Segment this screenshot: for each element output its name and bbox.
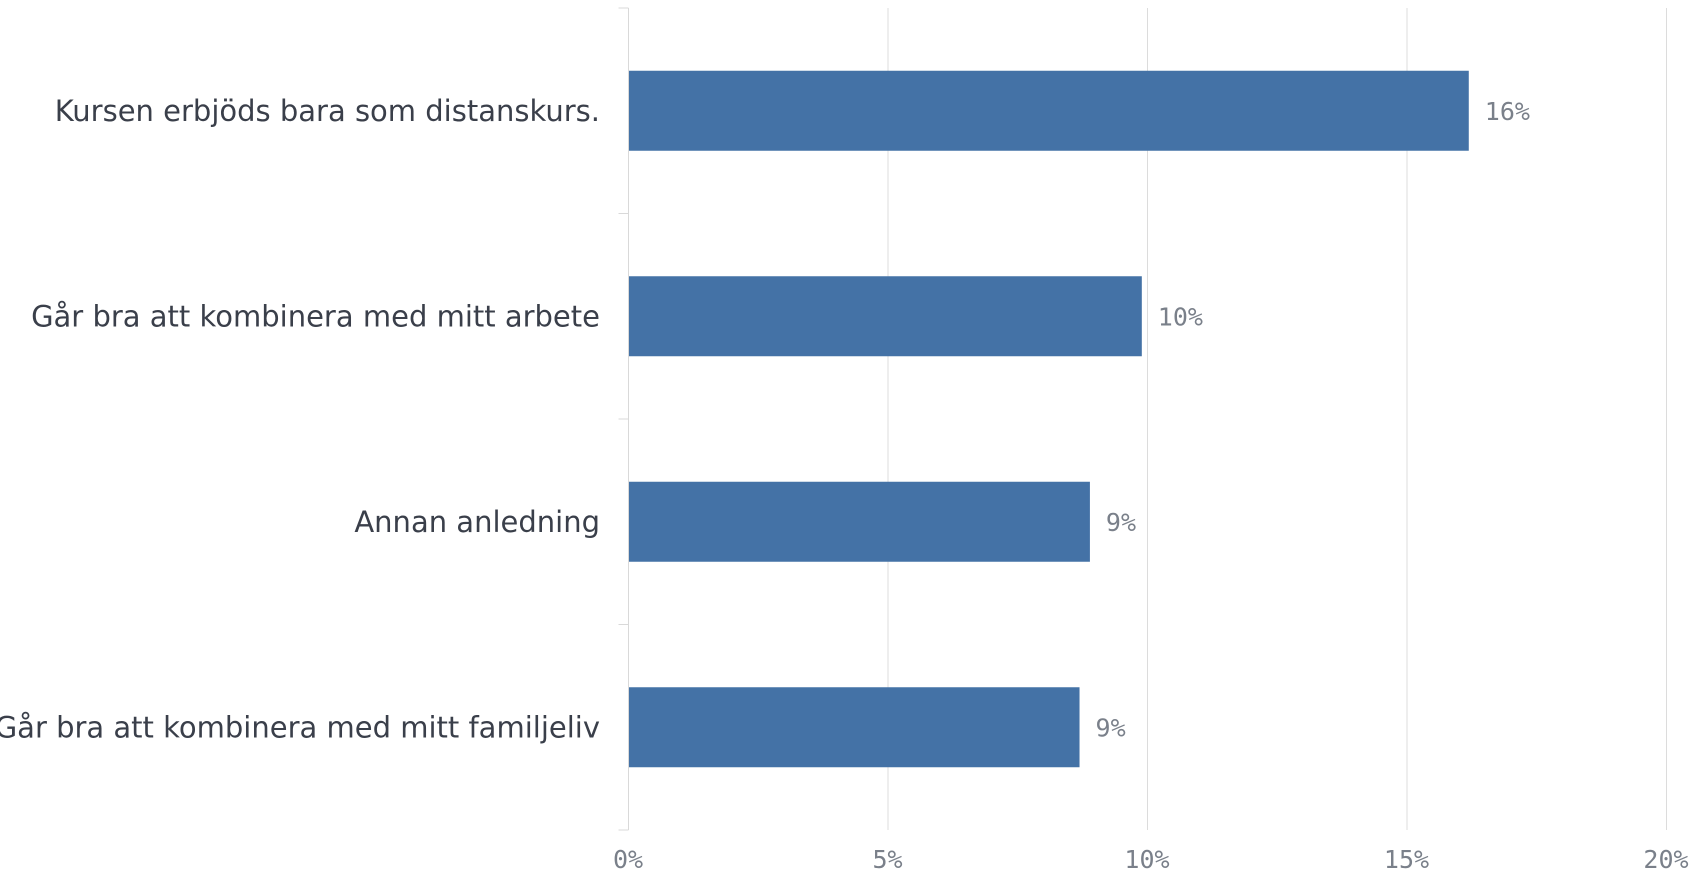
value-labels: 16% 10% 9% 9% — [1096, 97, 1530, 743]
bars — [629, 70, 1469, 768]
category-label: Går bra att kombinera med mitt familjeli… — [0, 710, 600, 744]
value-label: 9% — [1106, 508, 1136, 537]
category-label: Kursen erbjöds bara som distanskurs. — [55, 94, 600, 128]
bar — [629, 276, 1142, 357]
x-tick-label: 10% — [1124, 845, 1169, 874]
category-label: Går bra att kombinera med mitt arbete — [31, 299, 600, 333]
value-label: 16% — [1485, 97, 1530, 126]
x-tick-labels: 0% 5% 10% 15% 20% — [613, 845, 1689, 874]
bar — [629, 687, 1080, 768]
value-label: 9% — [1096, 713, 1126, 742]
x-tick-label: 15% — [1384, 845, 1429, 874]
category-label: Annan anledning — [354, 505, 600, 539]
y-axis — [618, 7, 629, 831]
value-label: 10% — [1158, 302, 1203, 331]
bar — [629, 481, 1090, 562]
bar — [629, 70, 1469, 151]
x-tick-label: 5% — [872, 845, 902, 874]
x-tick-label: 0% — [613, 845, 643, 874]
x-tick-label: 20% — [1643, 845, 1688, 874]
category-labels: Kursen erbjöds bara som distanskurs. Går … — [0, 94, 600, 745]
